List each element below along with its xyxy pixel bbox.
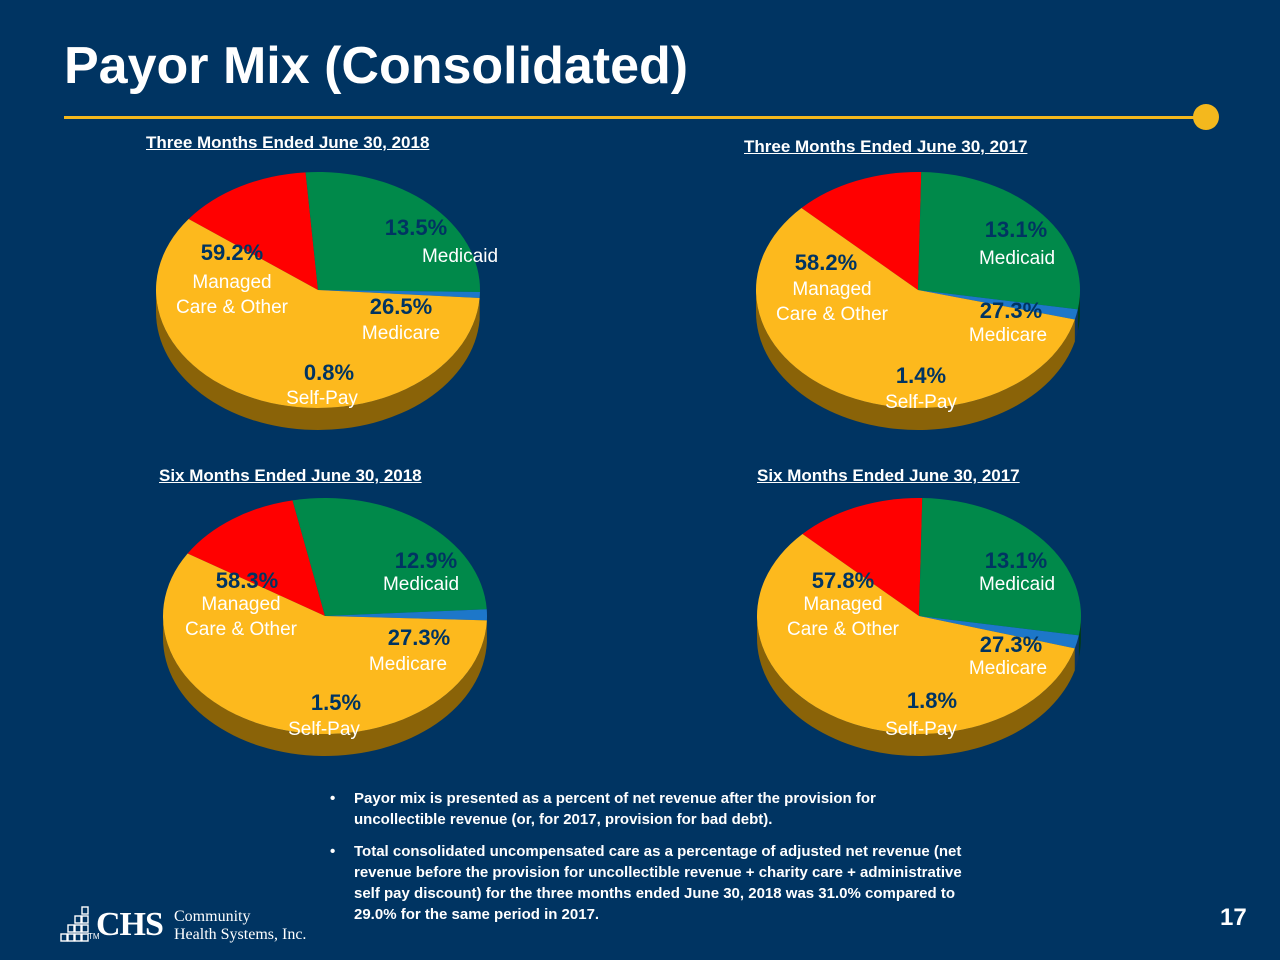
slice-value-label: 58.2% bbox=[795, 250, 857, 275]
slice-category-label: Managed bbox=[192, 272, 271, 293]
logo-squares-icon bbox=[60, 906, 89, 942]
pie-slice-2 bbox=[919, 616, 1079, 649]
slice-category-label: Care & Other bbox=[185, 619, 298, 640]
slice-category-label: Care & Other bbox=[776, 304, 889, 325]
pie-slice-3 bbox=[163, 553, 487, 734]
pie-slice-0 bbox=[802, 497, 923, 616]
logo-name-line2: Health Systems, Inc. bbox=[174, 926, 307, 943]
pie-slice-2 bbox=[325, 609, 487, 621]
slice-category-label: Medicaid bbox=[383, 574, 459, 595]
pie-slice-3 bbox=[756, 208, 1075, 408]
pie-title-h1-2017: Six Months Ended June 30, 2017 bbox=[757, 466, 1020, 485]
pie-chart-3: 13.1%Medicaid 27.3%Medicare 1.8% Self-Pay 57… bbox=[757, 497, 1081, 757]
pie-wall-1 bbox=[1078, 616, 1081, 658]
company-logo: TM CHS Community Health Systems, Inc. bbox=[60, 906, 340, 946]
slice-category-label: Care & Other bbox=[176, 297, 289, 318]
page-number: 17 bbox=[1220, 904, 1247, 931]
slice-value-label: 0.8% bbox=[304, 360, 354, 385]
pie-slice-0 bbox=[187, 500, 325, 616]
pie-chart-2: 12.9%Medicaid 27.3% Medicare 1.5% Self-Pay 58… bbox=[163, 498, 487, 756]
slice-category-label: Self-Pay bbox=[288, 719, 360, 740]
slice-category-label: Medicaid bbox=[422, 246, 498, 267]
slice-category-label: Managed bbox=[803, 594, 882, 615]
slice-category-label: Medicare bbox=[362, 323, 440, 344]
pie-chart-1: 13.1% Medicaid 27.3%Medicare 1.4% Self-Pay 58… bbox=[756, 172, 1080, 431]
pie-slice-1 bbox=[919, 498, 1081, 636]
logo-trademark: TM bbox=[88, 932, 100, 941]
slice-category-label: Medicaid bbox=[979, 248, 1055, 269]
slice-value-label: 59.2% bbox=[201, 240, 263, 265]
pie-slice-2 bbox=[318, 290, 480, 298]
pie-slice-0 bbox=[188, 172, 318, 290]
pie-chart-0: 13.5% Medicaid 26.5% Medicare 0.8% Self-Pay 59… bbox=[155, 172, 498, 430]
slice-value-label: 1.8% bbox=[907, 688, 957, 713]
pie-wall-2 bbox=[1074, 635, 1079, 671]
pie-slice-1 bbox=[292, 498, 487, 616]
pie-slice-3 bbox=[155, 218, 480, 409]
slice-value-label: 1.4% bbox=[896, 363, 946, 388]
slice-value-label: 27.3% bbox=[388, 625, 450, 650]
pie-slice-1 bbox=[918, 172, 1080, 310]
slice-value-label: 1.5% bbox=[311, 690, 361, 715]
slice-value-label: 13.1% bbox=[985, 548, 1047, 573]
footnote-payor-mix: • Payor mix is presented as a percent of… bbox=[330, 788, 970, 830]
footnote-uncompensated-care: • Total consolidated uncompensated care … bbox=[330, 841, 970, 925]
logo-company-name: Community Health Systems, Inc. bbox=[174, 908, 306, 944]
slice-value-label: 13.1% bbox=[985, 217, 1047, 242]
footnote-text: Total consolidated uncompensated care as… bbox=[354, 843, 962, 923]
title-underline-dot bbox=[1193, 104, 1219, 130]
logo-mark: CHS bbox=[96, 906, 164, 943]
footnotes: • Payor mix is presented as a percent of… bbox=[330, 788, 970, 936]
title-underline bbox=[64, 116, 1204, 119]
pie-wall-3 bbox=[163, 616, 487, 756]
slice-category-label: Care & Other bbox=[787, 619, 900, 640]
pie-title-h1-2018: Six Months Ended June 30, 2018 bbox=[159, 466, 422, 485]
pie-slice-2 bbox=[918, 290, 1078, 320]
slice-value-label: 27.3% bbox=[980, 298, 1042, 323]
slice-value-label: 26.5% bbox=[370, 294, 432, 319]
slice-value-label: 12.9% bbox=[395, 548, 457, 573]
pie-wall-3 bbox=[156, 290, 480, 430]
slice-value-label: 58.3% bbox=[216, 568, 278, 593]
bullet: • bbox=[330, 790, 336, 807]
slice-category-label: Self-Pay bbox=[885, 392, 957, 413]
slice-category-label: Medicare bbox=[369, 654, 447, 675]
slice-value-label: 57.8% bbox=[812, 568, 874, 593]
pie-title-q2-2017: Three Months Ended June 30, 2017 bbox=[744, 137, 1028, 156]
slice-category-label: Self-Pay bbox=[286, 388, 358, 409]
pie-wall-3 bbox=[756, 290, 1075, 431]
pie-wall-2 bbox=[1074, 309, 1078, 342]
pie-title-q2-2018: Three Months Ended June 30, 2018 bbox=[146, 133, 430, 152]
slice-value-label: 13.5% bbox=[385, 215, 447, 240]
slice-value-label: 27.3% bbox=[980, 632, 1042, 657]
footnote-text: Payor mix is presented as a percent of n… bbox=[354, 790, 876, 828]
slice-category-label: Managed bbox=[792, 279, 871, 300]
slice-category-label: Medicare bbox=[969, 325, 1047, 346]
logo-name-line1: Community bbox=[174, 908, 251, 925]
pie-slice-1 bbox=[305, 172, 481, 293]
pie-slice-0 bbox=[801, 172, 922, 290]
slice-category-label: Medicaid bbox=[979, 574, 1055, 595]
slice-category-label: Self-Pay bbox=[885, 719, 957, 740]
page-title: Payor Mix (Consolidated) bbox=[64, 37, 689, 95]
slice-category-label: Managed bbox=[201, 594, 280, 615]
pie-wall-3 bbox=[757, 616, 1075, 757]
pie-wall-1 bbox=[1077, 290, 1080, 332]
bullet: • bbox=[330, 843, 336, 860]
pie-slice-3 bbox=[757, 534, 1075, 734]
slice-category-label: Medicare bbox=[969, 658, 1047, 679]
